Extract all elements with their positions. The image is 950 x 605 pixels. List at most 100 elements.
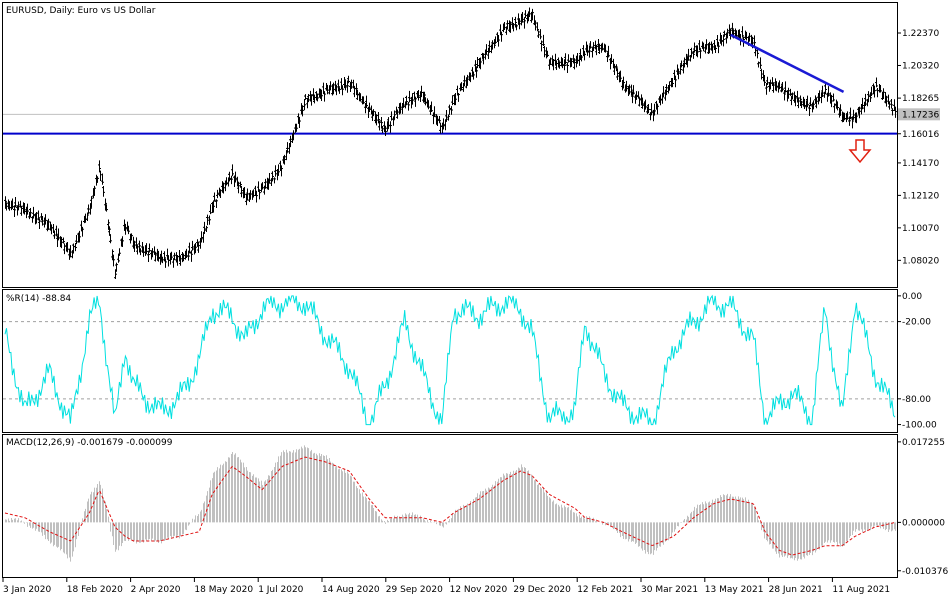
price-bar [888,101,891,110]
price-bar [491,40,494,50]
price-bar [450,106,453,115]
price-bar [109,234,112,244]
price-bar [182,253,185,262]
price-bar [760,68,763,80]
price-bar [104,198,107,211]
price-bar [549,57,552,65]
price-bar [830,94,833,108]
price-bar [71,250,74,259]
price-bar [258,189,261,200]
price-bar [320,89,323,101]
williams-r-axis: 0.00 -20.00 -80.00 -100.00 [897,292,937,431]
price-bar [240,185,243,198]
price-bar [803,98,806,109]
price-bar [62,237,65,244]
price-bar [154,251,157,262]
price-bar [38,218,41,230]
price-bar [438,116,441,124]
price-bar [380,117,383,129]
price-bar [90,196,93,208]
date-axis-label: 2 Apr 2020 [131,585,181,595]
price-bar [705,39,708,50]
down-arrow-shape [848,139,872,164]
price-bar [96,176,99,183]
price-bar [632,85,635,95]
price-bar [118,248,121,256]
price-bar [690,47,693,58]
date-axis: 3 Jan 2020 18 Feb 2020 2 Apr 2020 18 May 20… [2,578,890,595]
price-bar [112,254,115,267]
macd-signal-group [4,456,895,556]
price-bar [542,34,545,47]
price-bar [558,61,561,69]
price-bar [368,102,371,113]
price-axis-label: 1.08020 [902,256,939,266]
price-bar [722,34,725,47]
price-bar [271,171,274,182]
price-bar [405,95,408,106]
price-bar [60,236,63,249]
price-bar [280,165,283,177]
price-bar [514,16,517,28]
williams-r-axis-label: -100.00 [902,421,937,431]
price-bars-group [4,7,897,279]
price-bar [564,53,567,65]
price-bar [74,242,77,252]
price-bar [647,104,650,114]
price-bar [753,35,756,46]
price-bar [252,189,255,198]
price-bar [787,87,790,99]
price-bar [543,45,546,58]
price-bar [506,20,509,30]
price-bar [298,116,301,128]
price-bar [637,91,640,99]
price-bar [277,164,280,176]
price-bar [206,214,209,226]
price-bar [717,41,720,54]
date-axis-label: 12 Feb 2021 [577,585,633,595]
price-bar [130,233,133,241]
price-bar [222,182,225,194]
price-bar [641,97,644,109]
date-axis-label: 30 Mar 2021 [641,585,698,595]
price-bar [607,45,610,58]
price-bar [215,199,218,209]
price-bar [29,208,32,218]
price-bar [604,44,607,53]
price-bar [852,109,855,120]
price-bar [393,110,396,120]
price-bar [650,103,653,115]
price-bar [89,203,92,215]
price-bar [536,22,539,32]
price-bar [794,95,797,107]
price-bar [11,198,14,209]
price-bar [239,181,242,188]
price-bar [846,111,849,120]
price-bar [98,160,101,172]
price-bar [494,36,497,44]
price-bar [213,192,216,202]
price-bar [692,50,695,59]
price-bar [778,80,781,90]
price-bar [891,108,894,116]
williams-r-pane: %R(14) -88.84 0.00 -20.00 -80.00 -100.00 [2,289,937,433]
price-bar [879,85,882,93]
price-bar [117,254,120,263]
price-bar [63,243,66,255]
price-bar [23,203,26,215]
price-bar [515,24,518,31]
price-bar [876,88,879,98]
price-bar [592,42,595,51]
price-bar [800,100,803,108]
price-bar [200,231,203,243]
price-bar [286,142,289,153]
price-pane-title: EURUSD, Daily: Euro vs US Dollar [6,6,156,16]
price-bar [372,109,375,117]
date-axis-label: 28 Jun 2021 [769,585,823,595]
macd-title: MACD(12,26,9) -0.001679 -0.000099 [6,438,173,448]
price-bar [509,21,512,33]
price-bar [436,115,439,126]
price-bar [55,225,58,237]
price-bar [680,60,683,68]
